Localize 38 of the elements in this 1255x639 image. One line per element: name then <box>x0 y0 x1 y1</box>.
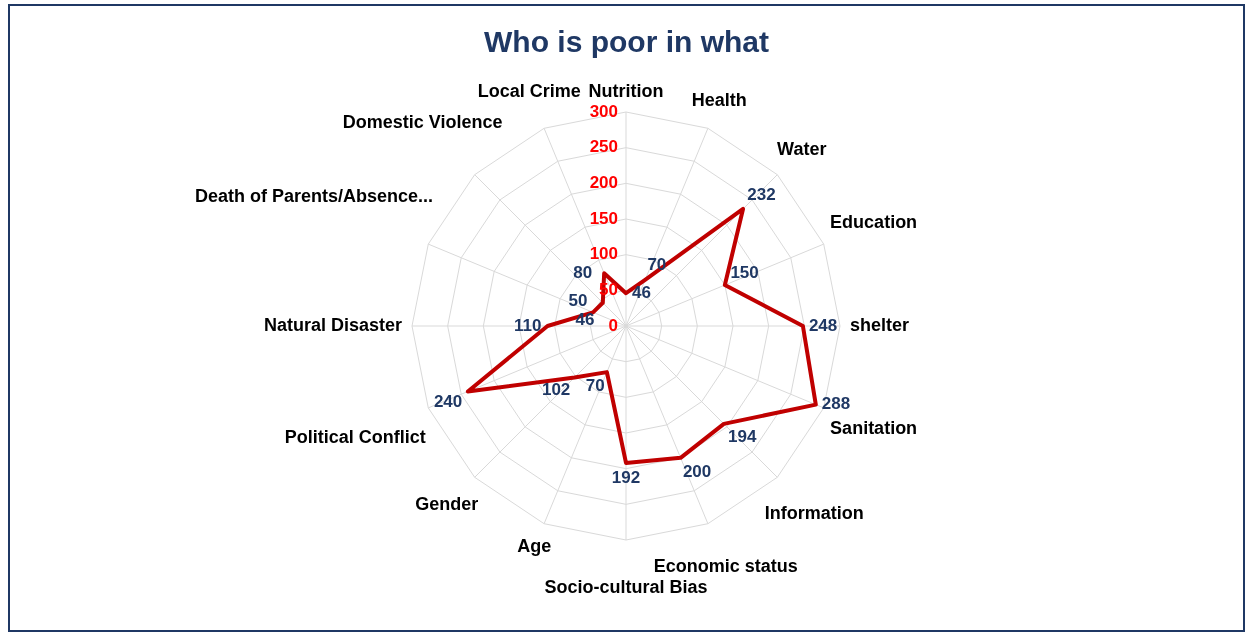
spoke-label: Water <box>777 139 827 160</box>
data-label: 70 <box>585 376 605 396</box>
chart-title: Who is poor in what <box>484 25 769 59</box>
data-label: 110 <box>514 315 542 335</box>
spoke-label: Death of Parents/Absence... <box>194 185 433 206</box>
data-label: 70 <box>647 255 667 275</box>
data-label: 102 <box>541 380 571 400</box>
spoke-label: Education <box>830 212 918 233</box>
y-tick-label: 250 <box>589 137 618 157</box>
spoke-label: Information <box>764 503 864 524</box>
data-label: 232 <box>747 185 776 205</box>
data-label: 192 <box>611 467 641 487</box>
data-label: 50 <box>568 290 588 310</box>
spoke-label: Age <box>517 536 552 557</box>
data-label: 288 <box>821 394 851 414</box>
data-label: 46 <box>631 282 651 302</box>
y-tick-label: 150 <box>589 208 618 228</box>
spoke-label: Economic status <box>653 555 798 576</box>
data-label: 248 <box>808 315 838 335</box>
spoke-label: Nutrition <box>588 80 664 101</box>
spoke-label: Natural Disaster <box>263 314 402 335</box>
y-tick-label: 100 <box>589 244 618 264</box>
spoke-label: Political Conflict <box>284 427 426 448</box>
data-label: 194 <box>728 426 757 446</box>
spoke-label: Gender <box>415 494 479 515</box>
spoke-label: Local Crime <box>477 81 581 102</box>
spoke-label: Domestic Violence <box>342 111 503 132</box>
spoke-label: shelter <box>850 314 910 335</box>
spoke-label: Socio-cultural Bias <box>544 576 708 597</box>
data-label: 240 <box>433 392 463 412</box>
spoke-label: Health <box>691 89 747 110</box>
spoke-label: Sanitation <box>830 417 918 438</box>
y-tick-label: 200 <box>589 173 618 193</box>
data-label: 200 <box>682 462 712 482</box>
y-tick-label: 0 <box>608 315 618 335</box>
data-label: 150 <box>730 263 759 283</box>
y-tick-label: 300 <box>589 101 618 121</box>
data-label: 80 <box>573 262 593 282</box>
